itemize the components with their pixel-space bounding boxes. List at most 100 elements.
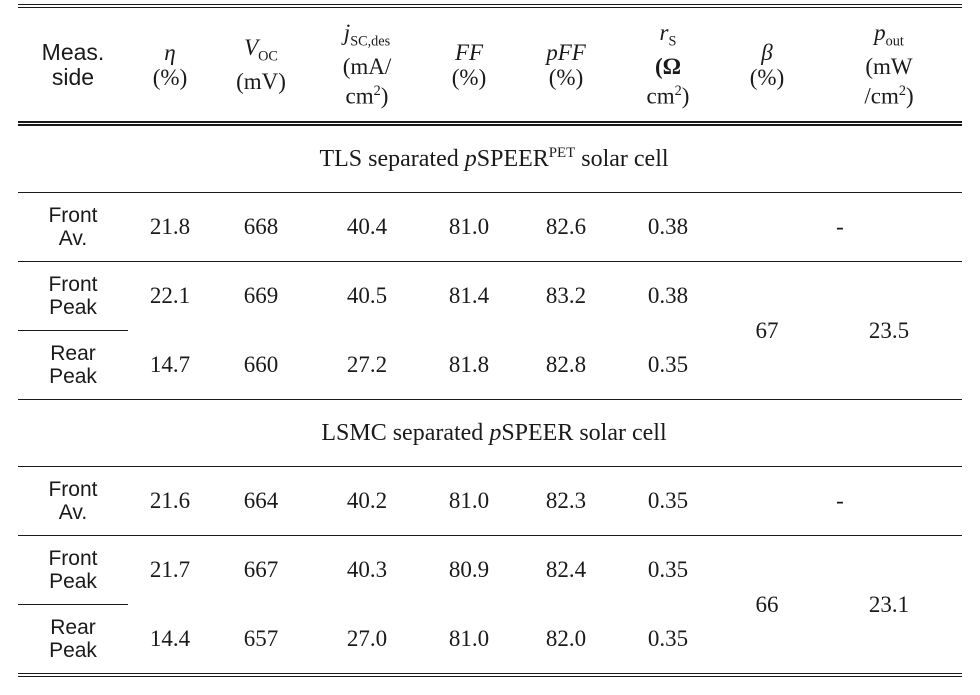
cell-pff: 82.4 [545, 557, 587, 583]
row-side-line2: Peak [49, 570, 97, 593]
table-row: Front Av. 21.6 664 40.2 81.0 82.3 0.35 - [18, 466, 962, 536]
header-meas-side-line2: side [51, 63, 95, 90]
header-eta: η (%) [128, 5, 212, 124]
header-ff-unit: (%) [451, 64, 487, 90]
cell-pff: 82.6 [514, 192, 618, 262]
section-title-post: solar cell [575, 146, 669, 172]
header-pff-symbol: pFF [546, 39, 586, 65]
header-rs-close: ) [681, 84, 690, 110]
row-side: Rear Peak [18, 604, 128, 677]
cell-jsc: 40.4 [310, 192, 424, 262]
cell-beta: 66 [718, 535, 816, 677]
row-side: Rear Peak [18, 330, 128, 400]
row-side-line1: Rear [50, 616, 96, 639]
header-eta-unit: (%) [152, 64, 188, 90]
header-rs-sup: 2 [674, 83, 682, 100]
cell-eta: 21.6 [128, 466, 212, 536]
header-jsc-unit2: cm [345, 84, 374, 110]
header-jsc-symbol: j [343, 19, 351, 45]
row-side-line1: Front [48, 273, 98, 296]
cell-beta: 67 [718, 261, 816, 400]
cell-jsc: 27.0 [310, 604, 424, 677]
row-side-line2: Av. [58, 501, 88, 524]
cell-rs: 0.35 [618, 604, 718, 677]
row-side: Front Peak [18, 535, 128, 605]
cell-ff: 80.9 [448, 557, 490, 583]
header-pff: pFF (%) [514, 5, 618, 124]
row-side: Front Peak [18, 261, 128, 331]
header-pout-sup: 2 [898, 83, 906, 100]
row-side-line2: Peak [49, 296, 97, 319]
cell-rs: 0.35 [618, 330, 718, 400]
cell-pout: 23.1 [816, 535, 962, 677]
row-side: Front Av. [18, 466, 128, 536]
row-side-line2: Peak [49, 365, 97, 388]
section-title-post: solar cell [573, 419, 667, 446]
header-beta: β (%) [718, 5, 816, 124]
cell-pff: 82.0 [514, 604, 618, 677]
cell-pff: 83.2 [545, 283, 587, 309]
cell-pout: 23.5 [816, 261, 962, 400]
header-pout-unit2: /cm [864, 84, 899, 110]
table-row: Front Peak 21.7 667 40.3 80.9 82.4 0.35 6… [18, 535, 962, 677]
header-pff-unit: (%) [548, 64, 584, 90]
cell-jsc: 40.5 [346, 283, 388, 309]
section-title: LSMC separated pSPEER solar cell [18, 399, 962, 467]
section-title-p: p [489, 419, 502, 446]
cell-eta: 14.7 [128, 330, 212, 400]
cell-jsc: 27.2 [310, 330, 424, 400]
cell-jsc: 40.3 [346, 557, 388, 583]
section-header-lsmc: LSMC separated pSPEER solar cell [18, 399, 962, 467]
section-title: TLS separated pSPEERPET solar cell [18, 123, 962, 193]
header-pout-close: ) [905, 84, 914, 110]
header-voc: VOC (mV) [212, 5, 310, 124]
table-row: Rear Peak 14.4 657 27.0 81.0 82.0 0.35 [18, 604, 962, 677]
table-row: Rear Peak 14.7 660 27.2 81.8 82.8 0.35 [18, 330, 962, 400]
section-title-pre: TLS separated [319, 146, 465, 172]
cell-pff: 82.8 [514, 330, 618, 400]
header-pout: pout (mW /cm2) [816, 5, 962, 124]
header-rs-unit1: (Ω [654, 54, 682, 80]
header-voc-sub: OC [258, 48, 278, 65]
header-pout-unit1: (mW [865, 54, 913, 80]
header-jsc-close: ) [380, 84, 389, 110]
header-jsc-sup: 2 [373, 83, 381, 100]
row-side-line2: Av. [58, 227, 88, 250]
cell-rs: 0.35 [618, 466, 718, 536]
header-rs-unit2: cm [646, 84, 675, 110]
row-side-line1: Front [48, 204, 98, 227]
header-rs-sub: S [668, 33, 677, 50]
row-side-line1: Front [48, 478, 98, 501]
cell-eta: 21.8 [128, 192, 212, 262]
table-row: Front Peak 22.1 669 40.5 81.4 83.2 0.38 6… [18, 261, 962, 400]
section-title-pre: LSMC separated [321, 419, 490, 446]
cell-voc: 667 [243, 557, 279, 583]
cell-voc: 657 [212, 604, 310, 677]
cell-beta-pout-dash: - [718, 192, 962, 262]
row-side-line2: Peak [49, 639, 97, 662]
cell-ff: 81.0 [424, 466, 514, 536]
header-ff: FF (%) [424, 5, 514, 124]
cell-rs: 0.35 [647, 557, 689, 583]
table-row: Front Av. 21.8 668 40.4 81.0 82.6 0.38 - [18, 192, 962, 262]
header-jsc-sub: SC,des [350, 33, 391, 50]
header-voc-symbol: V [244, 34, 259, 60]
cell-ff: 81.4 [448, 283, 490, 309]
header-meas-side: Meas. side [18, 5, 128, 124]
cell-beta-pout-dash: - [718, 466, 962, 536]
cell-voc: 664 [212, 466, 310, 536]
cell-pff: 82.3 [514, 466, 618, 536]
section-title-main: SPEER [501, 419, 574, 446]
section-title-main: SPEER [476, 146, 549, 172]
cell-voc: 660 [212, 330, 310, 400]
header-ff-symbol: FF [454, 39, 484, 65]
header-rs-symbol: r [659, 19, 669, 45]
header-pout-symbol: p [874, 19, 886, 45]
cell-voc: 668 [212, 192, 310, 262]
section-title-sup: PET [548, 145, 576, 161]
header-rs: rS (Ω cm2) [618, 5, 718, 124]
header-jsc-unit1: (mA/ [342, 54, 392, 80]
row-side-line1: Front [48, 547, 98, 570]
cell-ff: 81.0 [424, 192, 514, 262]
header-meas-side-line1: Meas. [41, 38, 105, 65]
